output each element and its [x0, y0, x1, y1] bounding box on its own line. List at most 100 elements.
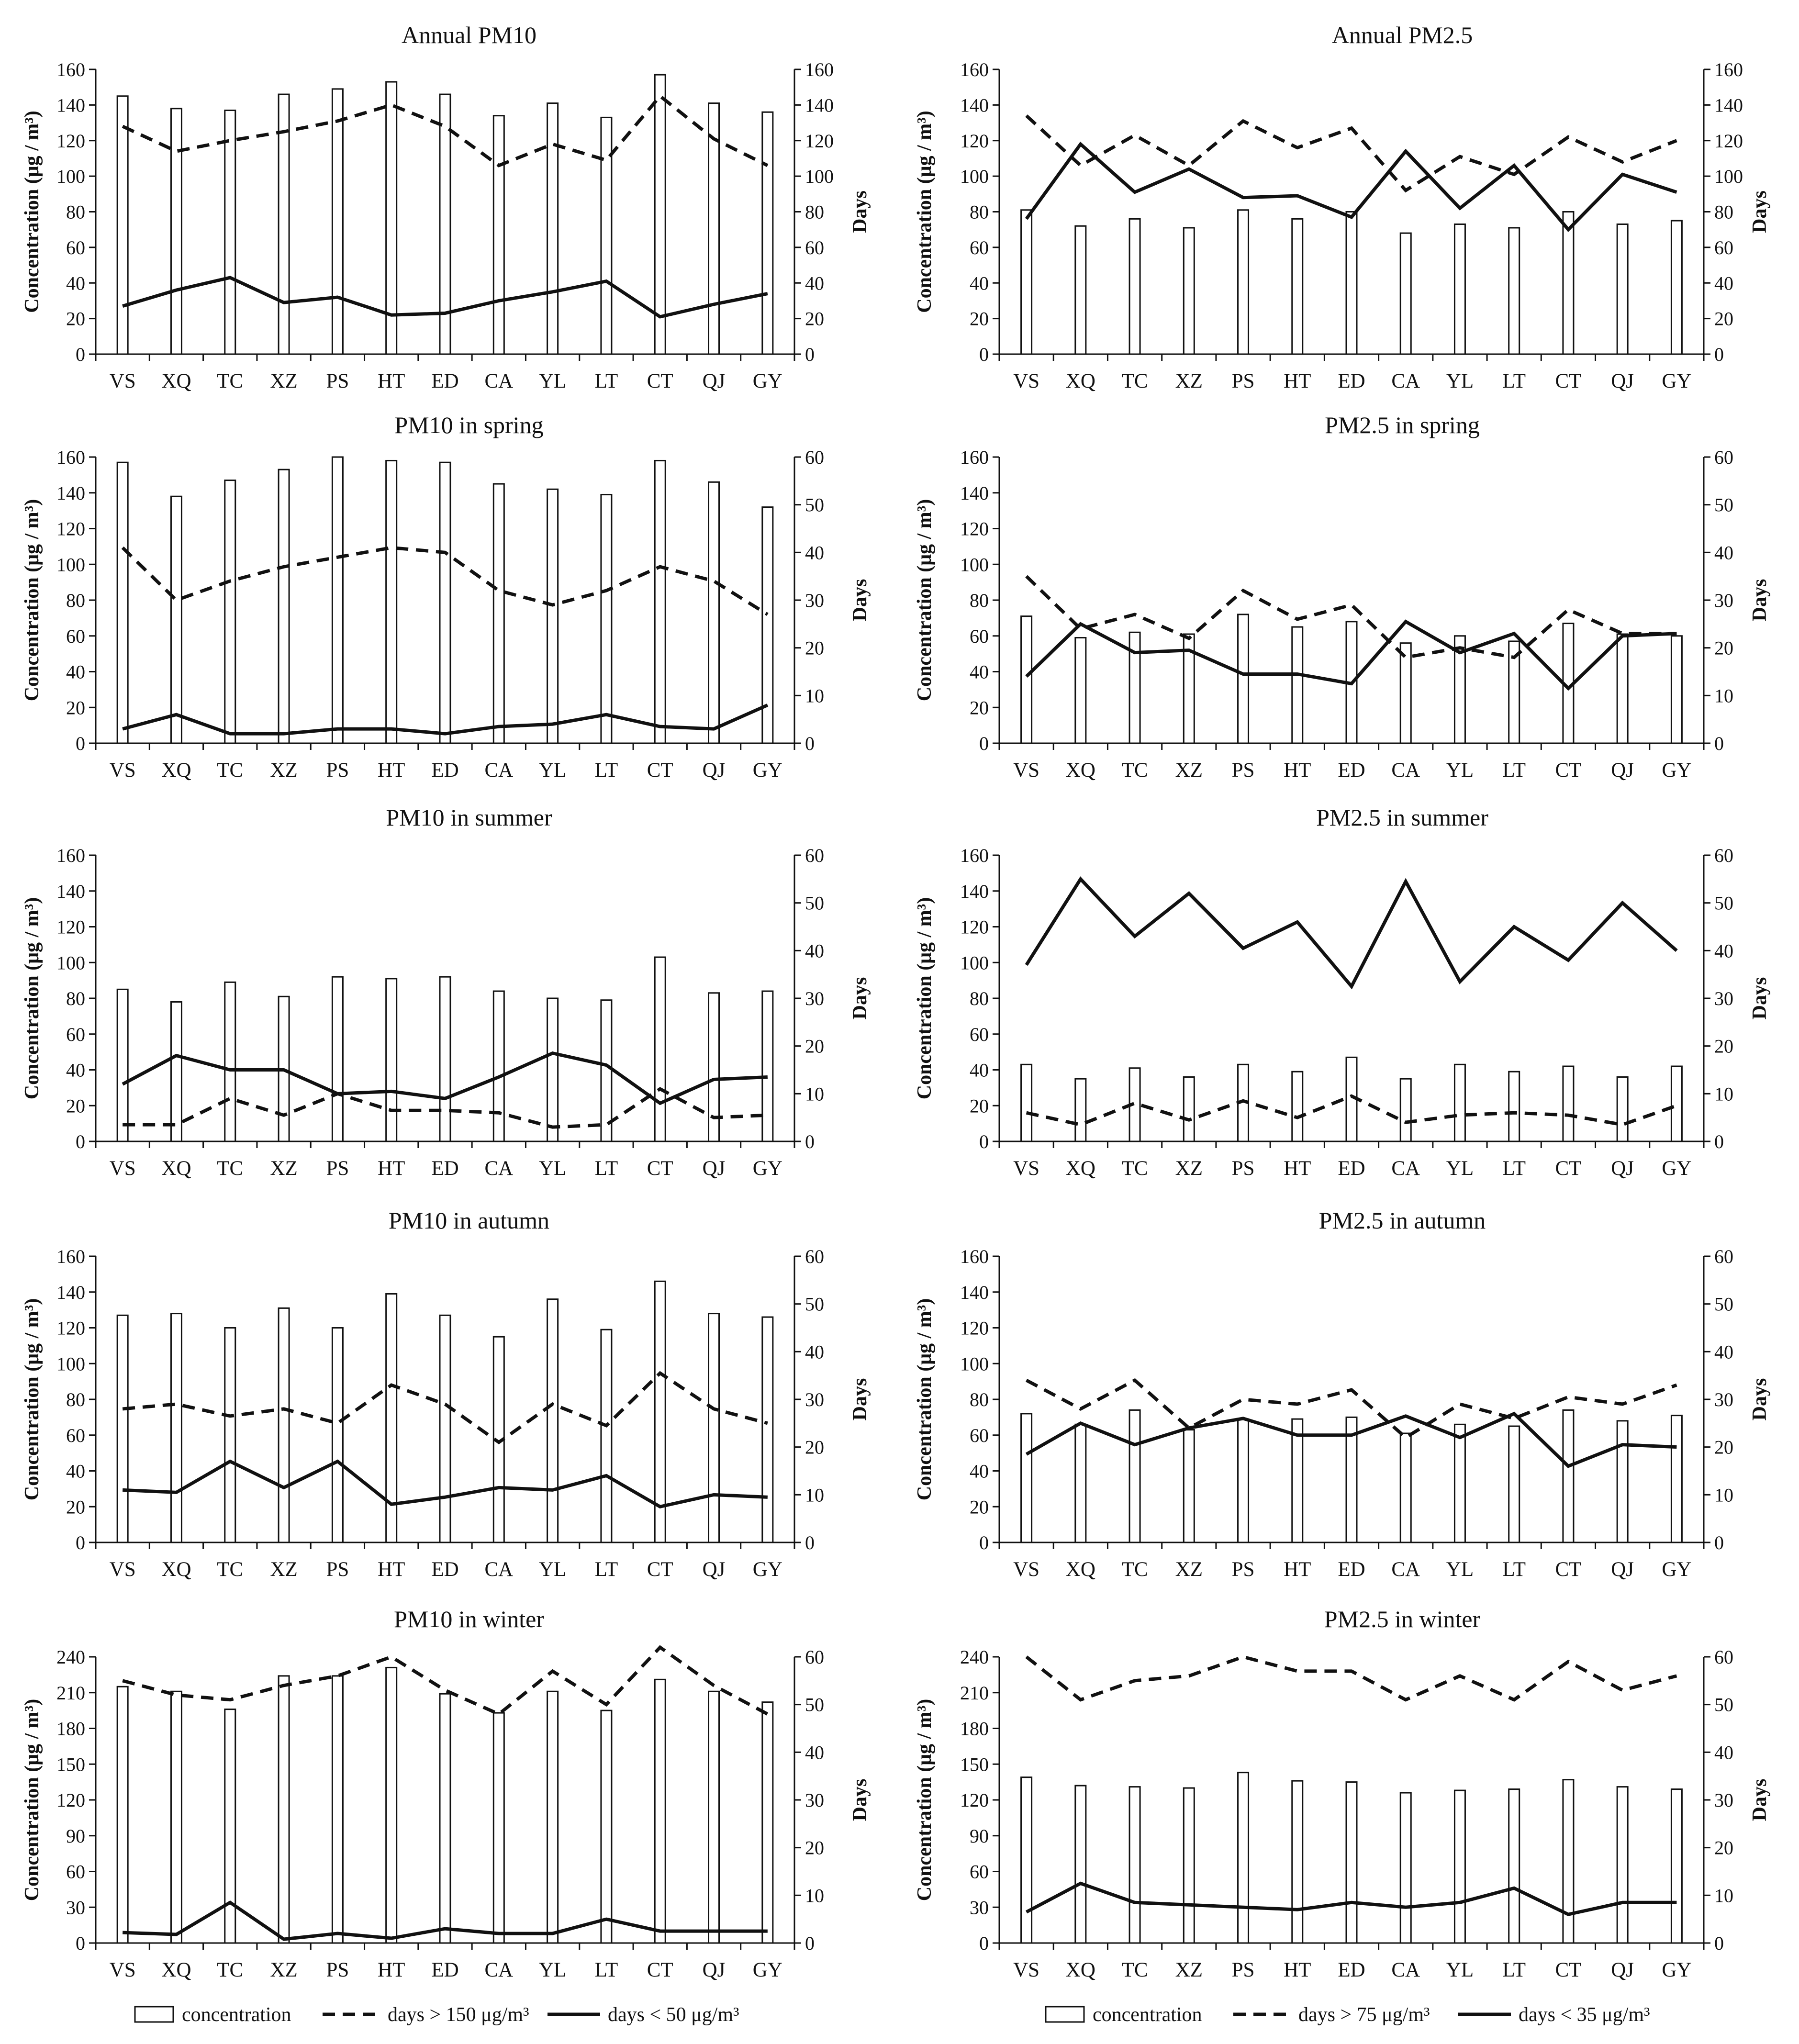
y-tick-label: 120: [960, 1789, 989, 1811]
concentration-bar: [1291, 626, 1304, 744]
concentration-bar: [1670, 635, 1683, 744]
concentration-bar: [385, 1666, 398, 1944]
concentration-bar: [1399, 642, 1412, 744]
concentration-bar: [600, 493, 613, 744]
x-tick-label: VS: [1013, 1157, 1039, 1180]
concentration-bar: [1616, 1786, 1629, 1944]
y-tick-label: 160: [56, 59, 85, 80]
y-tick-label: 60: [66, 1024, 85, 1045]
concentration-bar: [278, 1675, 290, 1944]
y2-tick-label: 10: [1714, 1484, 1733, 1506]
chart-title: PM2.5 in autumn: [1319, 1207, 1486, 1234]
chart-title: Annual PM10: [402, 22, 536, 48]
x-tick-label: PS: [1232, 1558, 1255, 1581]
x-tick-label: PS: [1232, 759, 1255, 782]
concentration-bar: [1508, 1425, 1520, 1543]
x-tick-label: HT: [378, 1558, 405, 1581]
y-tick-label: 210: [960, 1682, 989, 1704]
x-tick-label: VS: [110, 1959, 136, 1981]
y-tick-label: 20: [970, 697, 989, 718]
x-tick-label: LT: [1502, 1959, 1526, 1981]
y-tick-label: 0: [76, 1532, 85, 1553]
y-tick-label: 0: [979, 1131, 989, 1152]
y2-axis-label: Days: [1749, 1378, 1771, 1421]
y-tick-label: 30: [66, 1897, 85, 1918]
days-high-line: [122, 1645, 769, 1716]
x-tick-label: GY: [1662, 759, 1691, 782]
concentration-bar: [1453, 223, 1466, 355]
x-tick-label: GY: [1662, 1959, 1691, 1981]
y-tick-label: 140: [56, 1282, 85, 1303]
y2-tick-label: 0: [1714, 1532, 1724, 1553]
y-tick-label: 20: [66, 1095, 85, 1117]
x-tick-label: GY: [1662, 370, 1691, 392]
x-tick-label: ED: [431, 370, 458, 392]
x-tick-label: QJ: [1611, 1959, 1634, 1981]
y-tick-label: 160: [56, 1246, 85, 1267]
concentration-bar: [761, 111, 774, 355]
x-tick-label: HT: [1284, 1157, 1311, 1180]
x-tick-label: XZ: [1175, 759, 1203, 782]
concentration-bar: [439, 461, 451, 744]
y-tick-label: 60: [66, 625, 85, 647]
y-tick-label: 100: [56, 952, 85, 973]
y-axis-label: Concentration (μg / m³): [21, 499, 43, 702]
days-high-line: [1026, 1094, 1677, 1127]
concentration-bar: [547, 1298, 559, 1543]
concentration-bar: [761, 506, 774, 744]
concentration-bar: [547, 1690, 559, 1944]
x-tick-label: QJ: [1611, 370, 1634, 392]
x-tick-label: LT: [1502, 759, 1526, 782]
days-high-line: [1025, 114, 1677, 193]
x-tick-label: CT: [1555, 1558, 1581, 1581]
pm10-spring-chart: PM10 in spring 0 20 40 60 80 100 120 140 160 0 10 20…: [21, 412, 871, 782]
y-tick-label: 60: [970, 237, 989, 258]
x-tick-label: TC: [217, 759, 243, 782]
pm25-summer-chart: PM2.5 in summer 0 20 40 60 80 100 120 140 160 0 10 2…: [914, 804, 1771, 1180]
y2-tick-label: 100: [805, 166, 834, 187]
concentration-bar: [331, 976, 344, 1142]
concentration-bar: [1562, 1065, 1575, 1142]
y2-tick-label: 50: [805, 494, 824, 516]
y2-tick-label: 0: [805, 344, 815, 365]
y-tick-label: 0: [979, 733, 989, 754]
concentration-bar: [1670, 1415, 1683, 1543]
concentration-bar: [331, 456, 344, 744]
y-tick-label: 40: [66, 1060, 85, 1081]
y-tick-label: 140: [960, 881, 989, 902]
y2-tick-label: 30: [805, 590, 824, 611]
x-tick-label: LT: [595, 370, 618, 392]
days-low-line: [123, 1900, 768, 1941]
y-tick-label: 0: [979, 344, 989, 365]
x-tick-label: YL: [539, 1157, 566, 1180]
x-tick-label: PS: [1232, 370, 1255, 392]
concentration-bar: [278, 93, 290, 355]
concentration-bar: [1129, 1409, 1141, 1543]
y2-tick-label: 30: [805, 988, 824, 1009]
x-tick-label: CT: [1555, 759, 1581, 782]
y2-tick-label: 0: [805, 1532, 815, 1553]
concentration-bar: [116, 988, 129, 1142]
x-tick-label: YL: [1446, 1959, 1474, 1981]
x-tick-label: XQ: [1066, 1157, 1095, 1180]
y-tick-label: 160: [960, 845, 989, 866]
concentration-bar: [1183, 633, 1195, 744]
y2-tick-label: 60: [1714, 845, 1733, 866]
y-tick-label: 40: [66, 1461, 85, 1482]
concentration-bar: [331, 88, 344, 355]
days-high-line: [1025, 575, 1677, 659]
concentration-bar: [1074, 1785, 1087, 1944]
concentration-bar: [170, 1001, 182, 1142]
chart-title: PM10 in winter: [394, 1606, 544, 1632]
y-tick-label: 160: [960, 1246, 989, 1267]
y2-tick-label: 30: [1714, 1389, 1733, 1410]
x-tick-label: ED: [1338, 759, 1365, 782]
legend-bar-swatch: [134, 2006, 174, 2023]
x-tick-label: ED: [431, 1558, 458, 1581]
y2-tick-label: 30: [1714, 1789, 1733, 1811]
concentration-bar: [761, 990, 774, 1142]
y2-tick-label: 140: [1714, 94, 1743, 116]
concentration-bar: [1074, 1078, 1087, 1142]
concentration-bar: [547, 488, 559, 744]
x-tick-label: QJ: [1611, 1157, 1634, 1180]
